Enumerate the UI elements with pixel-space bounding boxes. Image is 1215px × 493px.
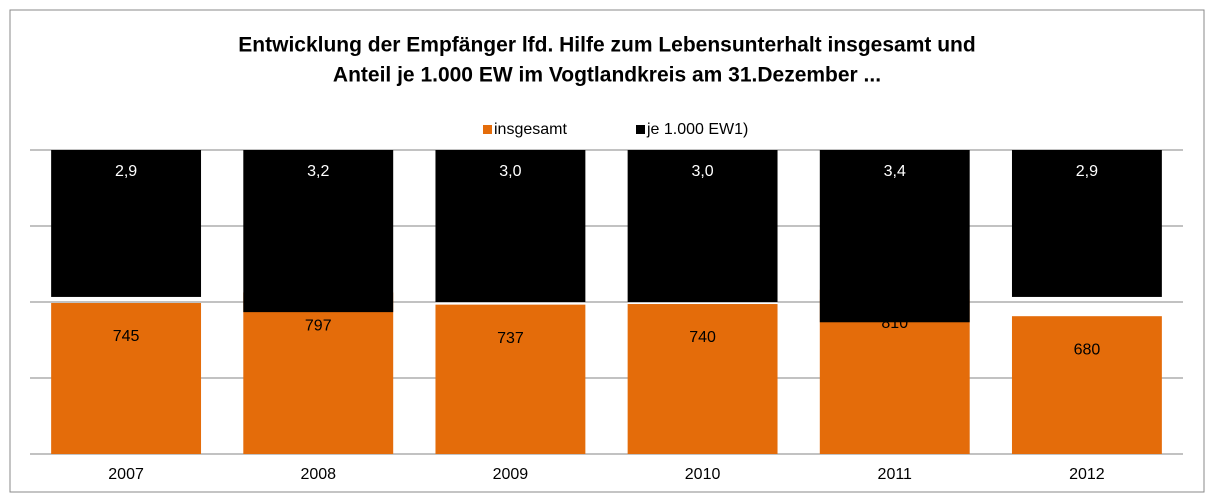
- x-tick-label: 2008: [300, 466, 336, 483]
- x-tick-label: 2011: [878, 466, 913, 483]
- x-tick-label: 2012: [1069, 466, 1105, 483]
- data-label: 740: [689, 329, 716, 346]
- legend-label: je 1.000 EW1): [646, 121, 748, 138]
- data-label: 3,2: [307, 163, 329, 180]
- bar: [51, 303, 202, 454]
- bar: [1011, 150, 1162, 297]
- legend-swatch: [483, 125, 492, 134]
- chart-title: Entwicklung der Empfänger lfd. Hilfe zum…: [238, 34, 975, 57]
- legend-swatch: [636, 125, 645, 134]
- data-label: 2,9: [115, 163, 137, 180]
- bar: [435, 304, 586, 454]
- bar: [819, 150, 970, 323]
- x-tick-label: 2010: [685, 466, 721, 483]
- data-label: 745: [113, 328, 140, 345]
- chart-border: [9, 9, 1205, 493]
- bar: [627, 150, 778, 302]
- bar: [243, 150, 394, 313]
- data-label: 737: [497, 330, 524, 347]
- data-label: 680: [1074, 341, 1101, 358]
- x-tick-label: 2009: [493, 466, 529, 483]
- bar: [627, 304, 778, 454]
- bar: [1011, 316, 1162, 454]
- bar: [435, 150, 586, 302]
- data-label: 3,0: [691, 163, 713, 180]
- bar: [51, 150, 202, 297]
- data-label: 797: [305, 318, 332, 335]
- chart-title: Anteil je 1.000 EW im Vogtlandkreis am 3…: [333, 64, 881, 87]
- data-label: 2,9: [1076, 163, 1098, 180]
- bar: [243, 292, 394, 454]
- legend-label: insgesamt: [494, 121, 567, 138]
- data-label: 3,0: [499, 163, 521, 180]
- x-tick-label: 2007: [108, 466, 144, 483]
- data-label: 3,4: [884, 163, 906, 180]
